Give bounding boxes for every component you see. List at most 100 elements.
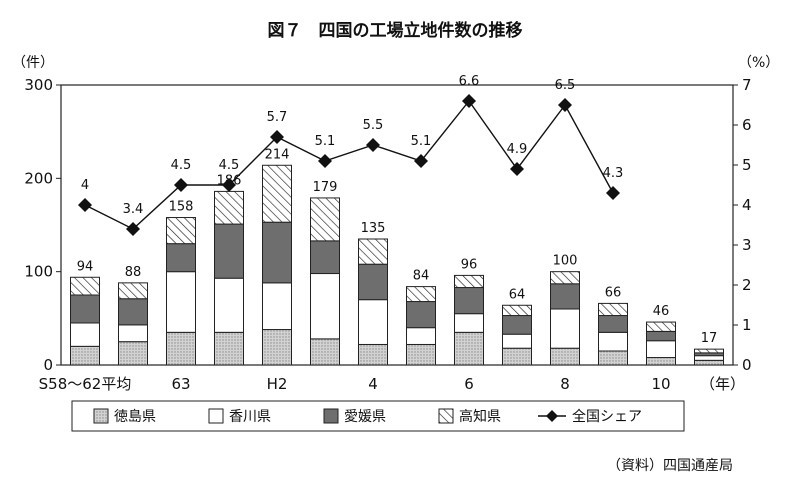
- bars: 94 88 158 186 214 179 135 84 96 64 100 66 46 17: [70, 147, 724, 366]
- bar-segment: [502, 315, 532, 335]
- bar-total-label: 135: [361, 221, 386, 236]
- y-left-tick-label: 300: [24, 76, 53, 94]
- bar-segment: [70, 322, 100, 347]
- y-right-tick-label: 4: [742, 196, 752, 214]
- bar-segment: [166, 331, 196, 366]
- y-right-tick-label: 5: [742, 156, 752, 174]
- bar-segment: [550, 347, 580, 366]
- bar-segment: [118, 282, 148, 300]
- bar-segment: [310, 240, 340, 275]
- bar-total-label: 179: [313, 180, 338, 195]
- share-point-label: 6.5: [555, 78, 576, 93]
- bar-total-label: 100: [553, 254, 578, 269]
- legend-swatch: [208, 408, 224, 424]
- bar-total-label: 88: [125, 265, 142, 280]
- share-point-label: 5.7: [267, 110, 288, 125]
- bar-segment: [310, 273, 340, 340]
- bar-total-label: 94: [77, 259, 94, 274]
- bar-segment: [502, 304, 532, 317]
- x-tick-label: S58～62平均: [39, 375, 132, 393]
- bar-total-label: 17: [701, 331, 718, 346]
- share-line: 4 3.4 4.5 4.5 5.7 5.1 5.5 5.1 6.6 4.9 6.5 4.3: [78, 74, 623, 236]
- share-point-label: 3.4: [123, 202, 144, 217]
- y-left-tick-label: 200: [24, 169, 53, 187]
- y-right-unit: （%）: [738, 55, 779, 71]
- share-point: [366, 138, 380, 152]
- bar-total-label: 96: [461, 257, 478, 272]
- bar-segment: [454, 331, 484, 366]
- bar-stack: 158: [166, 200, 196, 366]
- share-point: [174, 178, 188, 192]
- share-point-label: 4.3: [603, 166, 624, 181]
- bar-stack: 179: [310, 180, 340, 366]
- bar-total-label: 64: [509, 287, 526, 302]
- bar-total-label: 214: [265, 147, 290, 162]
- bar-segment: [550, 283, 580, 310]
- share-point: [270, 130, 284, 144]
- plot-frame: [60, 84, 734, 366]
- bar-segment: [214, 190, 244, 225]
- legend-swatch: [323, 408, 339, 424]
- bar-segment: [262, 221, 292, 284]
- legend-label: 徳島県: [114, 409, 156, 425]
- bar-segment: [70, 276, 100, 296]
- bar-segment: [550, 271, 580, 285]
- bar-total-label: 66: [605, 285, 622, 300]
- legend: 徳島県 香川県 愛媛県 高知県 全国シェア: [71, 400, 685, 432]
- legend-swatch: [93, 408, 109, 424]
- bar-segment: [310, 338, 340, 366]
- legend-label: 愛媛県: [344, 409, 386, 425]
- bar-segment: [310, 197, 340, 242]
- share-point: [462, 94, 476, 108]
- bar-segment: [358, 238, 388, 265]
- bar-segment: [550, 308, 580, 349]
- bar-segment: [646, 321, 676, 332]
- bar-segment: [502, 333, 532, 349]
- bar-stack: 135: [358, 221, 388, 366]
- bar-segment: [262, 282, 292, 331]
- bar-stack-last: 17: [694, 331, 724, 366]
- bar-segment: [70, 345, 100, 366]
- bar-segment: [598, 331, 628, 352]
- legend-label: 高知県: [459, 408, 501, 425]
- bar-total-label: 46: [653, 304, 670, 319]
- bar-segment: [358, 299, 388, 345]
- share-point: [606, 186, 620, 200]
- bar-segment: [694, 355, 724, 361]
- y-left-tick-label: 100: [24, 263, 53, 281]
- y-right-tick-label: 7: [742, 76, 752, 94]
- bar-stack: 100: [550, 254, 580, 366]
- share-point-label: 6.6: [459, 74, 480, 89]
- x-tick-label: 6: [464, 375, 474, 393]
- share-point-label: 4.5: [219, 158, 240, 173]
- bar-segment: [646, 340, 676, 359]
- bar-segment: [166, 243, 196, 273]
- share-point: [558, 98, 572, 112]
- y-right-tick-label: 1: [742, 316, 752, 334]
- bar-segment: [262, 164, 292, 223]
- bar-segment: [694, 359, 724, 366]
- y-right-tick-label: 3: [742, 236, 752, 254]
- x-unit-label: （年）: [700, 375, 745, 393]
- bar-segment: [598, 315, 628, 333]
- bar-stack: 186: [214, 173, 244, 366]
- share-point-label: 5.5: [363, 118, 384, 133]
- plot-area: [60, 84, 734, 366]
- share-point-label: 5.1: [411, 134, 432, 149]
- bar-segment: [598, 350, 628, 366]
- bar-stack: 94: [70, 259, 100, 366]
- legend-label: 香川県: [229, 409, 271, 425]
- bar-segment: [214, 277, 244, 333]
- bar-stack: 46: [646, 304, 676, 366]
- bar-segment: [406, 286, 436, 303]
- y-right-tick-label: 2: [742, 276, 752, 294]
- bar-segment: [598, 302, 628, 317]
- share-point: [222, 178, 236, 192]
- legend-frame: [71, 400, 685, 432]
- share-point-label: 4.9: [507, 142, 528, 157]
- share-point: [126, 222, 140, 236]
- x-tick-label: 4: [368, 375, 378, 393]
- bar-stack: 66: [598, 285, 628, 366]
